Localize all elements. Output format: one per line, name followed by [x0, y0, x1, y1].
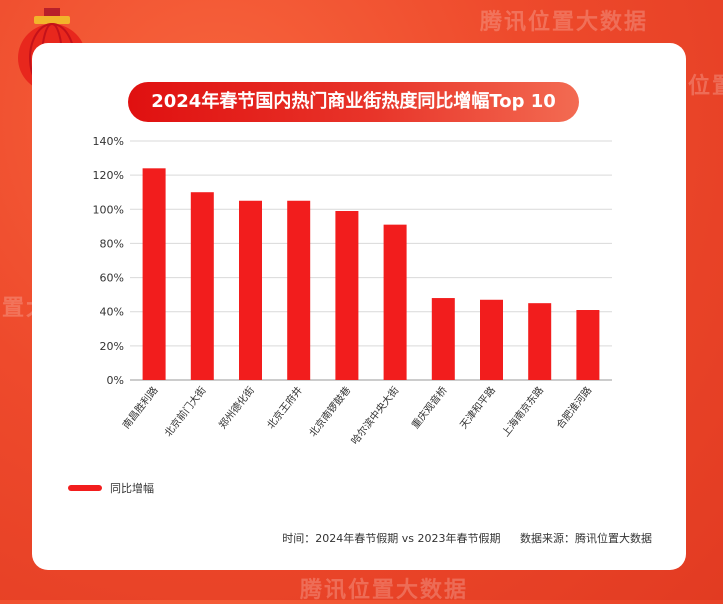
y-tick-label: 60% [100, 272, 124, 285]
chart-title: 2024年春节国内热门商业街热度同比增幅Top 10 [128, 82, 579, 122]
footer-time: 时间：2024年春节假期 vs 2023年春节假期 [282, 532, 501, 545]
watermark: 腾讯位置大数据 [300, 578, 469, 603]
x-tick-label: 北京南锣鼓巷 [306, 384, 353, 439]
legend: 同比增幅 [68, 480, 154, 496]
x-tick-label: 郑州德化街 [216, 384, 257, 431]
x-tick-label: 北京王府井 [264, 384, 305, 431]
y-tick-label: 40% [100, 306, 124, 319]
watermark: 腾讯位置大数据 [480, 10, 649, 35]
chart-card: 2024年春节国内热门商业街热度同比增幅Top 10 0% 20% 40% 60% 80… [32, 43, 686, 570]
bar [528, 303, 552, 380]
bar [335, 210, 359, 380]
y-tick-label: 100% [93, 203, 124, 216]
footer-source: 数据来源：腾讯位置大数据 [520, 532, 652, 545]
x-tick-label: 南昌胜利路 [119, 384, 160, 431]
x-tick-label: 合肥淮河路 [553, 384, 594, 431]
x-tick-label: 重庆观音桥 [409, 384, 450, 431]
y-tick-label: 0% [107, 374, 124, 387]
x-tick-label: 哈尔滨中央大街 [348, 384, 401, 447]
bar [142, 168, 166, 380]
footer: 时间：2024年春节假期 vs 2023年春节假期 数据来源：腾讯位置大数据 [266, 530, 652, 546]
bar [239, 200, 262, 380]
bar [190, 192, 214, 380]
y-tick-label: 120% [93, 169, 124, 182]
y-tick-label: 20% [100, 340, 124, 353]
bar [431, 298, 455, 380]
legend-label: 同比增幅 [110, 482, 154, 495]
bar-chart: 0% 20% 40% 60% 80% 100% 120% 140% 南昌胜利路 北京前门大街 郑州德… [93, 135, 612, 447]
x-tick-label: 北京前门大街 [161, 384, 208, 439]
bar [480, 299, 503, 380]
x-tick-label: 上海南京东路 [499, 384, 546, 439]
bar [576, 310, 600, 380]
legend-swatch [68, 485, 102, 491]
x-tick-label: 天津和平路 [457, 384, 498, 431]
bar [287, 200, 311, 380]
bar [383, 224, 407, 380]
y-tick-label: 80% [100, 237, 124, 250]
y-tick-label: 140% [93, 135, 124, 148]
